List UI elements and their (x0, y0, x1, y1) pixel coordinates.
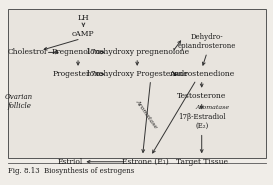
Text: 17β-Estradiol
(E₂): 17β-Estradiol (E₂) (178, 113, 225, 130)
Text: Estriol: Estriol (57, 158, 83, 166)
FancyBboxPatch shape (8, 9, 266, 158)
Text: Estrone (E₁): Estrone (E₁) (122, 158, 169, 166)
Text: Dehydro-
epiandrosterone: Dehydro- epiandrosterone (178, 33, 236, 50)
Text: Cholestrol: Cholestrol (7, 48, 47, 56)
Text: Progesterone: Progesterone (52, 70, 104, 78)
Text: 17α-hydroxy pregnenolone: 17α-hydroxy pregnenolone (86, 48, 189, 56)
Text: Target Tissue: Target Tissue (176, 158, 228, 166)
Text: Fig. 8.13  Biosynthesis of estrogens: Fig. 8.13 Biosynthesis of estrogens (8, 167, 134, 175)
Text: LH: LH (78, 14, 89, 22)
Text: Ovarian
follicle: Ovarian follicle (5, 93, 33, 110)
Text: Testosterone: Testosterone (177, 92, 226, 100)
Text: cAMP: cAMP (72, 30, 95, 38)
Text: Pregnenolone: Pregnenolone (52, 48, 105, 56)
Text: Androstenedione: Androstenedione (169, 70, 234, 78)
Text: Aromatase: Aromatase (195, 105, 229, 110)
Text: Aromatase: Aromatase (135, 99, 158, 130)
Text: 17α-hydroxy Progesterone: 17α-hydroxy Progesterone (86, 70, 188, 78)
